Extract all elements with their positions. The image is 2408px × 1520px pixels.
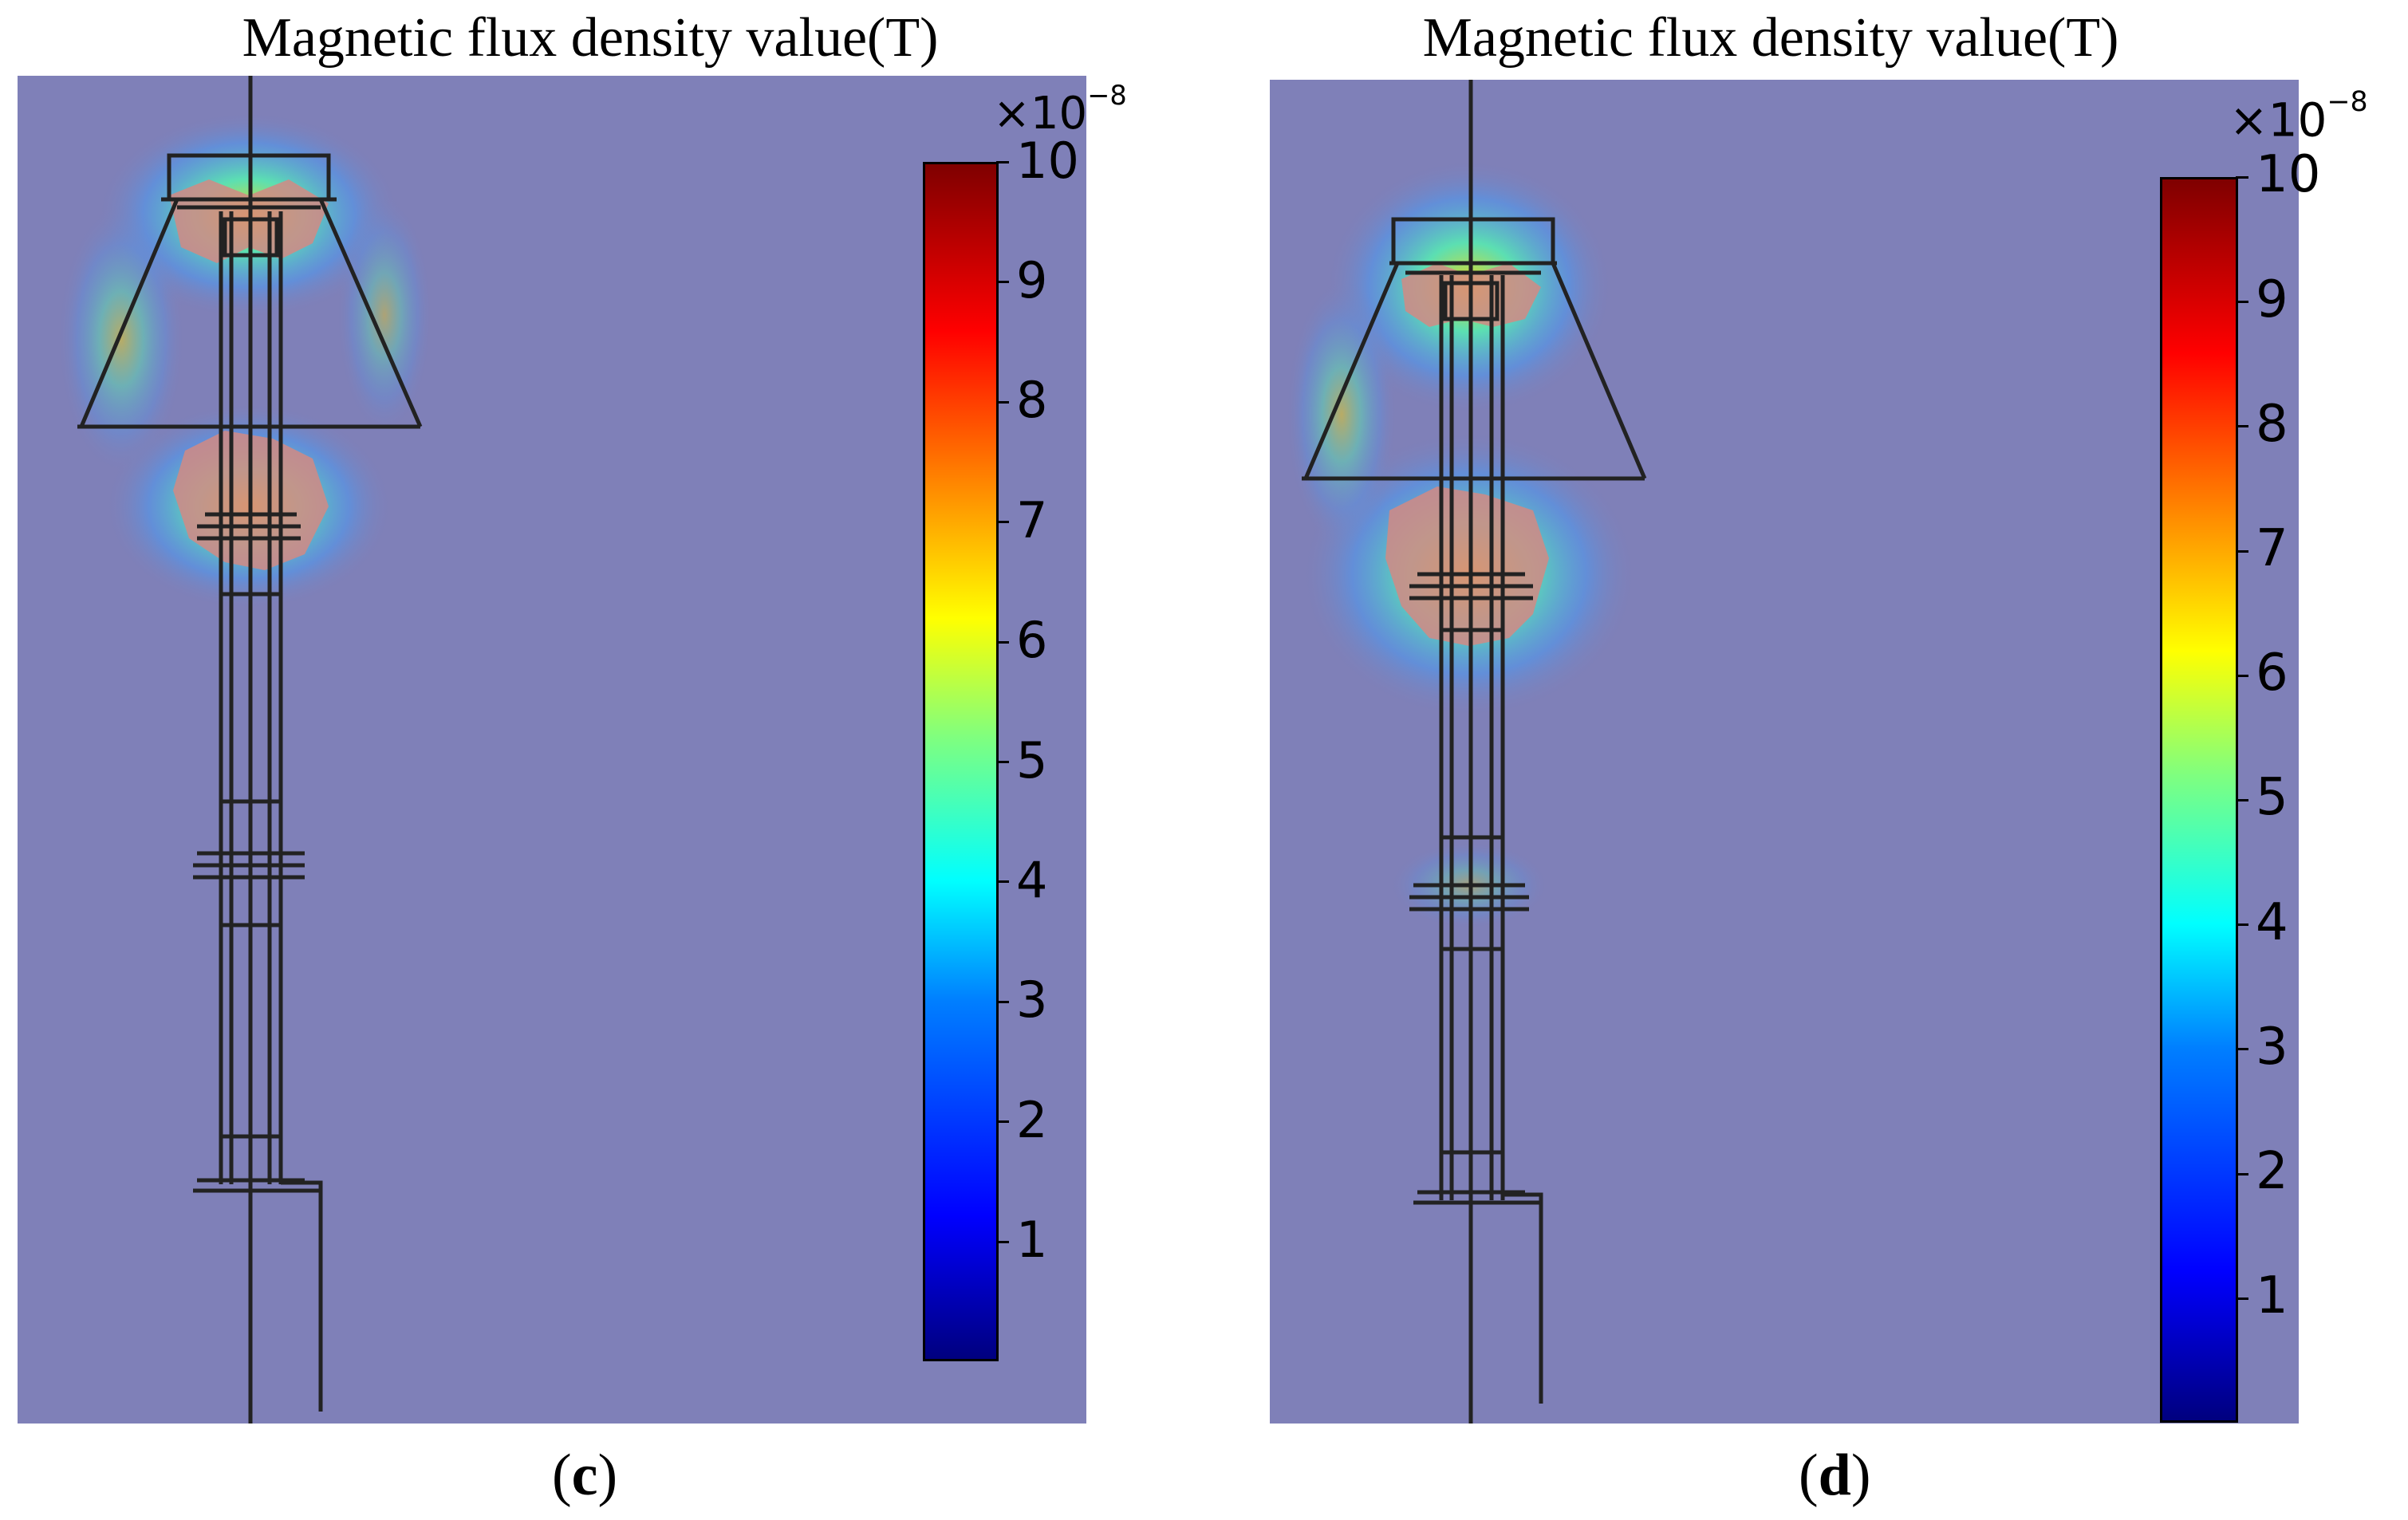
panel-d-field-plot [1270,80,2299,1424]
panel-c-colorbar-tick-mark [996,1120,1009,1124]
panel-d-colorbar-tick-label: 5 [2256,768,2288,828]
panel-c-colorbar-tick-mark [996,281,1009,284]
panel-c-title: Magnetic flux density value(T) [242,7,939,69]
panel-d-tower-structure [1302,80,1647,1424]
panel-d-colorbar-tick-label: 1 [2256,1266,2288,1326]
panel-c-colorbar-tick-label: 7 [1016,490,1048,549]
panel-c-colorbar [923,162,999,1361]
panel-c-multiplier-exp: −8 [1087,80,1127,111]
panel-c-colorbar-tick-mark [996,1000,1009,1003]
panel-c-colorbar-tick-label: 1 [1016,1211,1048,1270]
panel-c-structure-svg [57,76,432,1424]
panel-d-colorbar [2160,177,2238,1423]
panel-c-tower-structure [77,76,423,1424]
panel-d-colorbar-tick-mark [2236,799,2248,801]
panel-d-multiplier-base: ×10 [2229,93,2327,148]
panel-c-glow-left [57,203,185,475]
panel-c-colorbar-tick-mark [996,161,1009,163]
panel-c-colorbar-tick-label: 10 [1016,131,1079,190]
panel-c-colorbar-tick-label: 4 [1016,850,1048,909]
panel-c: Magnetic flux density value(T) [0,0,1180,1520]
panel-d-multiplier-exp: −8 [2327,86,2368,118]
panel-d-colorbar-tick-label: 7 [2256,518,2288,578]
panel-d: Magnetic flux density value(T) [1228,0,2408,1520]
panel-c-colorbar-tick-mark [996,880,1009,884]
panel-c-label-close: ) [597,1443,618,1508]
panel-d-colorbar-tick-mark [2236,425,2248,428]
panel-c-glow-right [337,195,432,435]
panel-d-colorbar-tick-label: 6 [2256,644,2288,703]
panel-c-colorbar-tick-label: 8 [1016,371,1048,430]
panel-c-field-plot [18,76,1086,1424]
panel-c-colorbar-tick-mark [996,1240,1009,1243]
panel-d-hotspot-mid [1385,486,1549,646]
panel-d-colorbar-tick-label: 9 [2256,270,2288,329]
panel-c-colorbar-tick-label: 3 [1016,971,1048,1030]
panel-c-label-letter: c [571,1443,598,1508]
panel-c-colorbar-tick-mark [996,521,1009,524]
panel-c-colorbar-tick-label: 9 [1016,250,1048,309]
panel-c-colorbar-tick-label: 2 [1016,1090,1048,1149]
panel-c-colorbar-tick-label: 6 [1016,611,1048,670]
panel-d-label-letter: d [1818,1443,1851,1508]
panel-c-multiplier-base: ×10 [993,88,1088,140]
panel-d-colorbar-tick-label: 8 [2256,394,2288,454]
panel-c-colorbar-tick-mark [996,761,1009,763]
panel-d-title: Magnetic flux density value(T) [1422,7,2119,69]
panel-d-colorbar-tick-mark [2236,674,2248,677]
panel-d-label-close: ) [1850,1443,1871,1508]
panel-d-colorbar-tick-mark [2236,176,2248,179]
panel-c-label: (c) [552,1442,617,1510]
panel-d-label-open: ( [1799,1443,1819,1508]
panel-d-label: (d) [1799,1442,1870,1510]
panel-d-colorbar-tick-label: 10 [2256,145,2321,205]
panel-d-structure-svg [1286,80,1647,1424]
panel-d-colorbar-tick-mark [2236,301,2248,304]
panel-d-colorbar-tick-mark [2236,1297,2248,1300]
panel-d-colorbar-multiplier: ×10−8 [2229,86,2368,147]
panel-d-colorbar-tick-mark [2236,923,2248,927]
panel-c-label-open: ( [552,1443,572,1508]
panel-c-colorbar-tick-mark [996,640,1009,644]
panel-d-colorbar-tick-mark [2236,1172,2248,1175]
panel-d-colorbar-tick-label: 3 [2256,1017,2288,1077]
panel-d-glow-left [1286,279,1397,550]
panel-c-colorbar-tick-mark [996,400,1009,404]
panel-d-colorbar-tick-mark [2236,549,2248,553]
panel-c-colorbar-tick-label: 5 [1016,730,1048,790]
panel-d-colorbar-tick-label: 4 [2256,892,2288,952]
panel-c-colorbar-multiplier: ×10−8 [993,80,1127,140]
panel-d-colorbar-tick-label: 2 [2256,1141,2288,1201]
panel-d-colorbar-tick-mark [2236,1048,2248,1051]
